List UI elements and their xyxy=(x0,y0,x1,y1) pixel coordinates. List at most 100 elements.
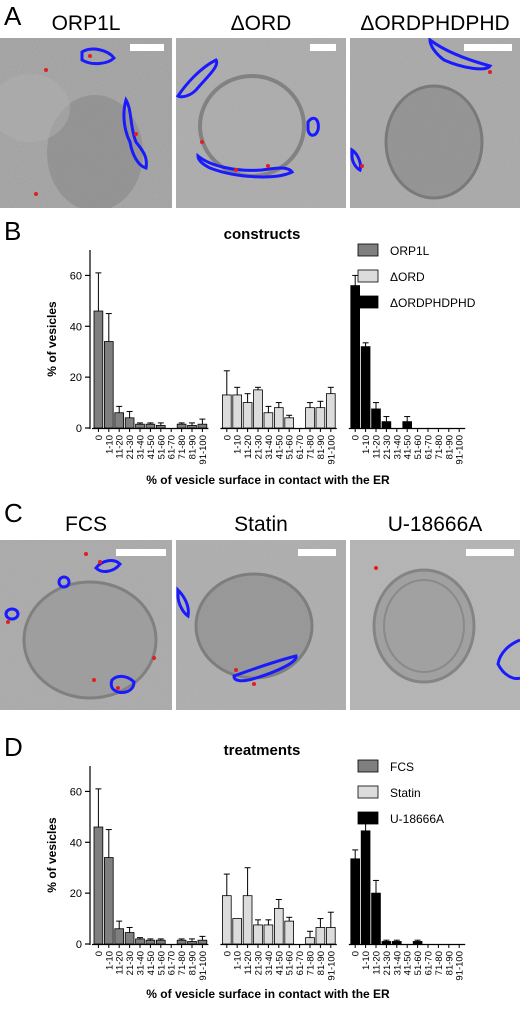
legend-swatch xyxy=(357,811,379,825)
x-tick-label: 91-100 xyxy=(455,435,466,465)
x-tick-label: 41-50 xyxy=(403,435,414,459)
bar xyxy=(284,417,294,429)
bar xyxy=(263,924,274,945)
x-tick-label: 0 xyxy=(351,951,362,956)
x-tick-label: 51-60 xyxy=(413,951,424,975)
x-tick-label: 91-100 xyxy=(198,951,209,981)
y-tick-label: 0 xyxy=(76,423,82,435)
y-axis-label: % of vesicles xyxy=(45,817,59,893)
x-tick-label: 81-90 xyxy=(444,435,455,459)
bar xyxy=(402,421,412,429)
x-tick-label: 51-60 xyxy=(156,951,167,975)
bar xyxy=(232,394,243,429)
x-tick-label: 61-70 xyxy=(295,435,306,459)
bar xyxy=(176,423,187,429)
x-tick-label: 31-40 xyxy=(264,951,275,975)
x-tick-label: 11-20 xyxy=(243,951,254,975)
em-image-statin xyxy=(176,540,346,710)
x-tick-label: 51-60 xyxy=(285,951,296,975)
x-tick-label: 61-70 xyxy=(424,435,435,459)
y-tick-label: 40 xyxy=(70,837,82,849)
x-tick-label: 81-90 xyxy=(316,951,327,975)
x-tick-label: 31-40 xyxy=(392,435,403,459)
legend-label: ΔORDPHDPHD xyxy=(390,296,476,310)
y-tick-label: 40 xyxy=(70,321,82,333)
bar xyxy=(371,408,381,429)
x-tick-label: 0 xyxy=(94,951,105,956)
x-tick-label: 0 xyxy=(94,435,105,440)
x-tick-label: 71-80 xyxy=(306,951,317,975)
x-tick-label: 61-70 xyxy=(424,951,435,975)
x-tick-label: 21-30 xyxy=(125,435,136,459)
x-tick-label: 31-40 xyxy=(136,435,147,459)
bar xyxy=(242,895,253,945)
x-tick-label: 71-80 xyxy=(177,951,188,975)
x-tick-label: 1-10 xyxy=(233,435,244,454)
bar xyxy=(371,892,381,945)
x-tick-label: 21-30 xyxy=(254,951,265,975)
bar xyxy=(93,826,104,945)
panel-letter-a: A xyxy=(4,1,22,31)
x-tick-label: 81-90 xyxy=(188,435,199,459)
bar xyxy=(124,417,135,429)
y-tick-label: 20 xyxy=(70,372,82,384)
bar xyxy=(155,939,166,945)
bar xyxy=(412,941,423,945)
em-label-delta-ordphdphd: ΔORDPHDPHD xyxy=(360,12,510,35)
legend-swatch xyxy=(357,785,379,799)
x-tick-label: 1-10 xyxy=(104,435,115,454)
bar xyxy=(145,939,156,945)
bar xyxy=(360,346,371,429)
bar xyxy=(176,939,187,945)
bar xyxy=(197,423,208,429)
x-tick-label: 41-50 xyxy=(146,435,157,459)
bar xyxy=(187,425,197,429)
legend-label: ΔORD xyxy=(390,270,425,284)
bar xyxy=(305,937,315,945)
x-tick-label: 91-100 xyxy=(326,951,337,981)
bar xyxy=(104,341,114,429)
bar xyxy=(360,830,371,945)
x-tick-label: 51-60 xyxy=(285,435,296,459)
em-image-delta-ord xyxy=(176,38,346,208)
bar xyxy=(145,423,156,429)
x-tick-label: 11-20 xyxy=(115,951,126,975)
x-tick-label: 21-30 xyxy=(254,435,265,459)
bar xyxy=(381,941,392,945)
x-tick-label: 11-20 xyxy=(372,435,383,459)
bar xyxy=(135,938,145,945)
em-image-u18666a xyxy=(350,540,520,710)
x-tick-label: 71-80 xyxy=(177,435,188,459)
panel-letter-b: B xyxy=(4,216,22,246)
bar xyxy=(350,858,360,945)
x-tick-label: 61-70 xyxy=(167,951,178,975)
bar xyxy=(381,421,392,429)
bar xyxy=(253,389,263,429)
legend-swatch xyxy=(357,759,379,773)
x-axis-label: % of vesicle surface in contact with the… xyxy=(146,987,390,1001)
bar xyxy=(315,927,326,945)
x-axis-label: % of vesicle surface in contact with the… xyxy=(146,473,390,487)
y-tick-label: 60 xyxy=(70,270,82,282)
em-image-delta-ordphdphd xyxy=(350,38,520,208)
x-tick-label: 1-10 xyxy=(233,951,244,970)
x-tick-label: 11-20 xyxy=(115,435,126,459)
x-tick-label: 21-30 xyxy=(125,951,136,975)
bar xyxy=(253,924,263,945)
legend-label: FCS xyxy=(390,760,414,774)
x-tick-label: 21-30 xyxy=(382,951,393,975)
x-tick-label: 11-20 xyxy=(372,951,383,975)
x-tick-label: 1-10 xyxy=(361,951,372,970)
x-tick-label: 1-10 xyxy=(104,951,115,970)
x-tick-label: 71-80 xyxy=(306,435,317,459)
bar xyxy=(325,393,336,429)
x-tick-label: 61-70 xyxy=(167,435,178,459)
bar xyxy=(232,918,243,945)
em-image-fcs xyxy=(0,540,172,710)
em-label-statin: Statin xyxy=(234,513,288,536)
em-label-fcs: FCS xyxy=(65,513,107,536)
y-tick-label: 60 xyxy=(70,786,82,798)
x-tick-label: 91-100 xyxy=(455,951,466,981)
bar xyxy=(242,402,253,429)
